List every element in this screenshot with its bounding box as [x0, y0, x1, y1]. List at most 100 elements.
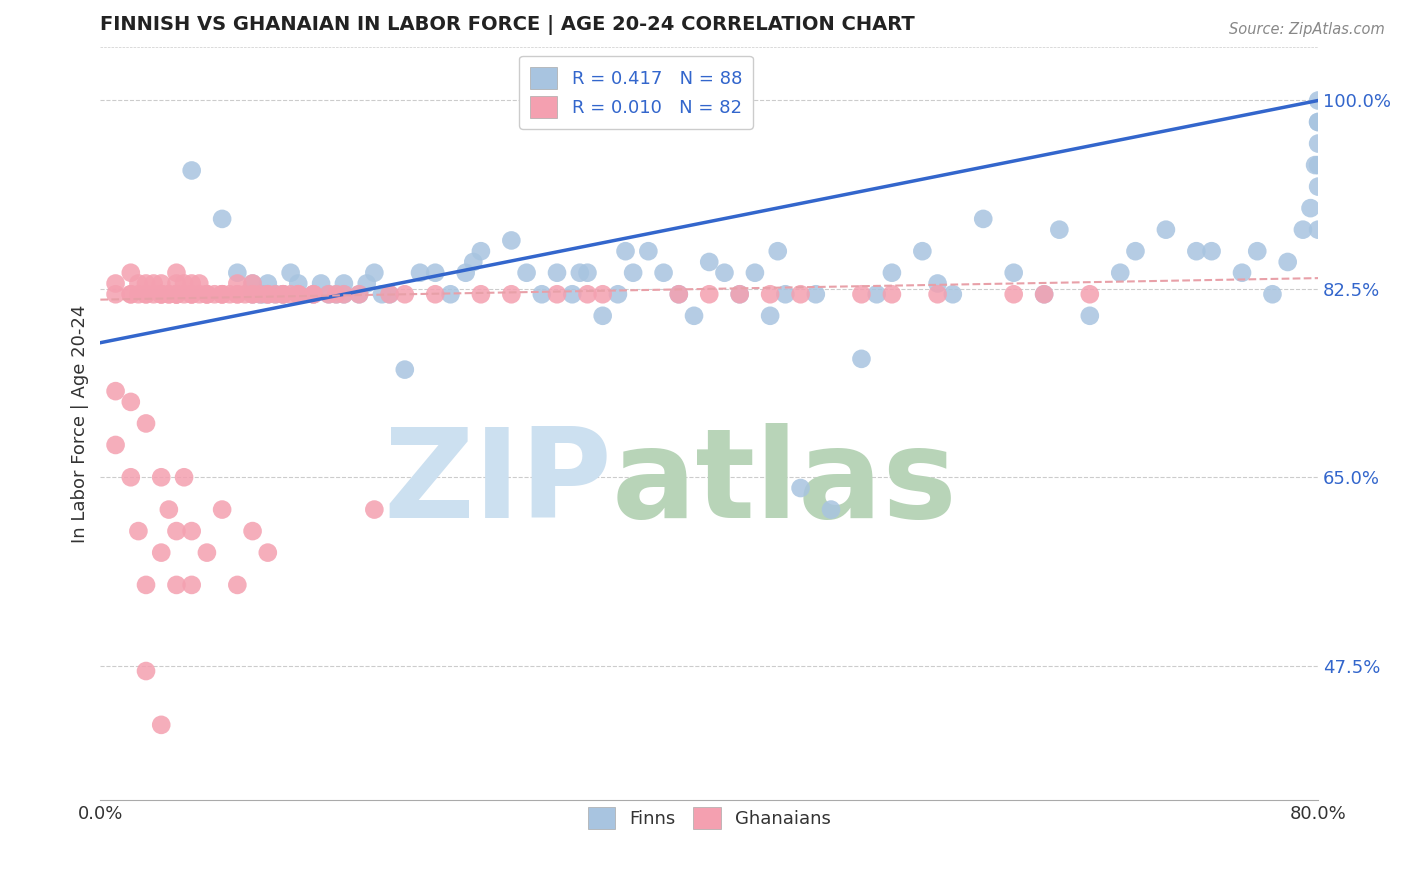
Point — [652, 266, 675, 280]
Point — [1185, 244, 1208, 259]
Point — [195, 287, 218, 301]
Point — [180, 287, 202, 301]
Point — [242, 287, 264, 301]
Point — [180, 578, 202, 592]
Point — [188, 277, 211, 291]
Point — [120, 287, 142, 301]
Point — [333, 277, 356, 291]
Point — [180, 287, 202, 301]
Point — [614, 244, 637, 259]
Point — [249, 287, 271, 301]
Point — [166, 287, 188, 301]
Point — [180, 287, 202, 301]
Point — [789, 287, 811, 301]
Point — [1308, 158, 1330, 172]
Point — [728, 287, 751, 301]
Point — [789, 481, 811, 495]
Legend: Finns, Ghanaians: Finns, Ghanaians — [581, 800, 838, 837]
Point — [104, 287, 127, 301]
Point — [242, 287, 264, 301]
Point — [135, 277, 157, 291]
Point — [252, 287, 274, 301]
Point — [1261, 287, 1284, 301]
Point — [226, 277, 249, 291]
Point — [287, 287, 309, 301]
Point — [195, 546, 218, 560]
Point — [1047, 222, 1070, 236]
Point — [150, 277, 173, 291]
Point — [1277, 255, 1299, 269]
Point — [226, 287, 249, 301]
Point — [356, 277, 378, 291]
Point — [1303, 158, 1326, 172]
Point — [120, 395, 142, 409]
Point — [173, 470, 195, 484]
Point — [104, 384, 127, 399]
Point — [318, 287, 340, 301]
Point — [226, 266, 249, 280]
Point — [287, 287, 309, 301]
Point — [173, 277, 195, 291]
Point — [120, 266, 142, 280]
Text: atlas: atlas — [612, 423, 957, 544]
Point — [188, 287, 211, 301]
Point — [1292, 222, 1315, 236]
Text: FINNISH VS GHANAIAN IN LABOR FORCE | AGE 20-24 CORRELATION CHART: FINNISH VS GHANAIAN IN LABOR FORCE | AGE… — [100, 15, 915, 35]
Point — [256, 287, 278, 301]
Point — [1154, 222, 1177, 236]
Point — [1308, 136, 1330, 151]
Point — [142, 287, 165, 301]
Point — [104, 438, 127, 452]
Point — [592, 309, 614, 323]
Point — [1246, 244, 1268, 259]
Point — [195, 287, 218, 301]
Point — [166, 524, 188, 538]
Point — [592, 287, 614, 301]
Point — [264, 287, 287, 301]
Point — [135, 417, 157, 431]
Point — [135, 287, 157, 301]
Y-axis label: In Labor Force | Age 20-24: In Labor Force | Age 20-24 — [72, 304, 89, 542]
Point — [264, 287, 287, 301]
Point — [150, 718, 173, 732]
Point — [325, 287, 347, 301]
Point — [766, 244, 789, 259]
Point — [166, 287, 188, 301]
Point — [242, 287, 264, 301]
Point — [409, 266, 432, 280]
Point — [454, 266, 477, 280]
Point — [866, 287, 889, 301]
Point — [530, 287, 553, 301]
Point — [1109, 266, 1132, 280]
Point — [287, 287, 309, 301]
Text: ZIP: ZIP — [382, 423, 612, 544]
Point — [280, 266, 302, 280]
Point — [501, 287, 523, 301]
Point — [150, 546, 173, 560]
Point — [302, 287, 325, 301]
Point — [1033, 287, 1056, 301]
Point — [120, 287, 142, 301]
Point — [287, 277, 309, 291]
Point — [271, 287, 294, 301]
Point — [309, 277, 332, 291]
Point — [576, 266, 599, 280]
Point — [546, 266, 568, 280]
Point — [1033, 287, 1056, 301]
Point — [1078, 287, 1101, 301]
Point — [568, 266, 591, 280]
Point — [1308, 115, 1330, 129]
Point — [166, 287, 188, 301]
Point — [820, 502, 842, 516]
Point — [759, 287, 782, 301]
Point — [880, 266, 903, 280]
Point — [911, 244, 934, 259]
Point — [378, 287, 401, 301]
Point — [470, 287, 492, 301]
Point — [104, 277, 127, 291]
Point — [927, 277, 949, 291]
Point — [211, 287, 233, 301]
Point — [394, 362, 416, 376]
Point — [211, 211, 233, 226]
Point — [546, 287, 568, 301]
